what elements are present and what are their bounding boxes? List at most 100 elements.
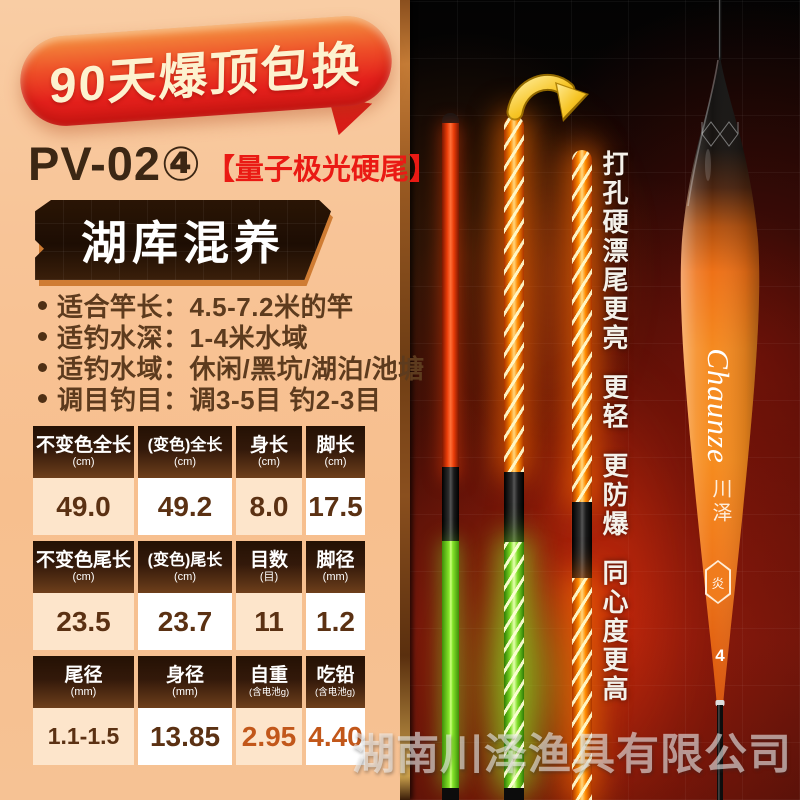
header-unit: (cm): [174, 456, 196, 468]
float-stem: [717, 705, 723, 800]
category-banner-text: 湖库混养: [81, 217, 285, 269]
float-tip-collar: [715, 700, 725, 706]
vertical-slogan: 打孔硬漂尾更亮 更轻 更防爆 同心度更高: [599, 150, 629, 705]
header-label: 自重: [249, 665, 288, 686]
float-tail-solid: [442, 113, 459, 800]
feature-text: 调目钓目：调3-5目 钓2-3目: [57, 385, 382, 415]
model-code: PV-02④: [28, 137, 202, 190]
feature-text: 适钓水域：休闲/黑坑/湖泊/池塘: [57, 354, 425, 384]
header-label: 身径: [165, 665, 204, 686]
spec-value-cell: 49.0: [33, 478, 134, 535]
company-watermark: 湖南川泽渔具有限公司: [352, 731, 792, 779]
spec-header-cell: 身径 (mm): [138, 656, 232, 708]
orange-glow: [470, 100, 630, 440]
header-unit: (cm): [72, 571, 95, 583]
header-unit: (含电池g): [248, 687, 290, 698]
spec-header-cell: 吃铅 (含电池g): [306, 656, 365, 708]
spec-value-cell: 2.95: [236, 708, 302, 765]
header-label: (变色)尾长: [147, 552, 223, 569]
header-label: 脚径: [316, 550, 355, 571]
header-unit: (mm): [322, 571, 349, 583]
header-label: 脚长: [316, 435, 355, 456]
spec-value-cell: 17.5: [306, 478, 365, 535]
feature-text: 适合竿长：4.5-7.2米的竿: [57, 292, 354, 322]
tail-green-segment: [442, 541, 459, 788]
spec-value-cell: 1.1-1.5: [33, 708, 134, 765]
spec-header-cell: 不变色尾长 (cm): [33, 541, 134, 593]
spec-value-cell: 23.7: [138, 593, 232, 650]
header-label: 目数: [249, 550, 288, 571]
bullet-dot-icon: [38, 363, 47, 372]
header-label: 不变色尾长: [35, 550, 131, 571]
product-photo-panel: 打孔硬漂尾更亮 更轻 更防爆 同心度更高: [400, 0, 800, 800]
tail-led-orange-segment: [572, 150, 592, 502]
brand-seal: 炎: [705, 560, 731, 604]
spec-value-cell: 49.2: [138, 478, 232, 535]
header-label: 身长: [249, 435, 288, 456]
tail-black-segment: [572, 502, 592, 578]
tail-foot: [442, 788, 459, 800]
spec-header-cell: (变色)尾长 (cm): [138, 541, 232, 593]
tail-led-orange-segment: [504, 116, 524, 472]
tail-black-segment: [442, 467, 459, 543]
float-tail-led-left: [504, 116, 524, 800]
bullet-dot-icon: [38, 394, 47, 403]
feature-list: 适合竿长：4.5-7.2米的竿 适钓水深：1-4米水域 适钓水域：休闲/黑坑/湖…: [38, 290, 425, 415]
spec-header-cell: (变色)全长 (cm): [138, 426, 232, 478]
header-unit: (cm): [174, 571, 196, 583]
tail-led-green-segment: [504, 542, 524, 788]
brand-chinese-text: 川泽: [709, 478, 731, 526]
tail-black-segment: [504, 472, 524, 542]
header-unit: (cm): [324, 456, 347, 468]
header-label: 尾径: [64, 665, 103, 686]
list-item: 适钓水域：休闲/黑坑/湖泊/池塘: [38, 352, 425, 384]
spec-table: 不变色全长 (cm) (变色)全长 (cm) 身长 (cm) 脚长 (cm) 4…: [33, 426, 365, 771]
feature-text: 适钓水深：1-4米水域: [57, 323, 309, 353]
header-unit: (mm): [172, 686, 198, 698]
float-size-number: 4: [715, 646, 725, 665]
spec-value-cell: 4.40: [306, 708, 365, 765]
tail-led-orange-segment: [572, 578, 592, 800]
category-banner: 湖库混养: [35, 200, 331, 280]
spec-header-cell: 脚长 (cm): [306, 426, 365, 478]
spec-header-cell: 不变色全长 (cm): [33, 426, 134, 478]
list-item: 适合竿长：4.5-7.2米的竿: [38, 290, 425, 322]
tail-orange-segment: [442, 123, 459, 479]
spec-header-cell: 自重 (含电池g): [236, 656, 302, 708]
list-item: 适钓水深：1-4米水域: [38, 321, 425, 353]
float-crosshatch-band: [701, 121, 739, 147]
spec-header-cell: 尾径 (mm): [33, 656, 134, 708]
panel-edge-divider: [400, 0, 410, 800]
spec-value-cell: 8.0: [236, 478, 302, 535]
seal-character: 炎: [711, 575, 725, 591]
header-label: 吃铅: [316, 665, 355, 686]
model-variant: 【量子极光硬尾】: [205, 153, 438, 186]
model-line: PV-02④ 【量子极光硬尾】: [28, 140, 438, 187]
spec-value-cell: 1.2: [306, 593, 365, 650]
header-unit: (mm): [70, 686, 97, 698]
header-label: 不变色全长: [35, 435, 131, 456]
header-unit: (含电池g): [315, 687, 356, 698]
spec-header-cell: 脚径 (mm): [306, 541, 365, 593]
list-item: 调目钓目：调3-5目 钓2-3目: [38, 383, 425, 415]
promo-badge-text: 90天爆顶包换: [49, 37, 363, 114]
spec-row-group: 不变色尾长 (cm) (变色)尾长 (cm) 目数 (目) 脚径 (mm) 23…: [33, 541, 365, 650]
spec-header-cell: 目数 (目): [236, 541, 302, 593]
header-unit: (cm): [72, 456, 95, 468]
tail-cap: [442, 113, 459, 125]
spec-value-cell: 11: [236, 593, 302, 650]
header-unit: (cm): [258, 456, 280, 468]
spec-row-group: 尾径 (mm) 身径 (mm) 自重 (含电池g) 吃铅 (含电池g) 1.1-…: [33, 656, 365, 765]
brand-script-text: Chaunze: [701, 348, 736, 464]
seal-hexagon-fill: [707, 562, 729, 602]
bullet-dot-icon: [38, 301, 47, 310]
curved-arrow-icon: [503, 68, 595, 147]
bullet-dot-icon: [38, 332, 47, 341]
header-unit: (目): [259, 571, 279, 583]
header-label: (变色)全长: [147, 437, 223, 454]
big-float-body: [680, 0, 760, 800]
spec-value-cell: 13.85: [138, 708, 232, 765]
float-tail-led-right: [572, 150, 592, 800]
spec-header-cell: 身长 (cm): [236, 426, 302, 478]
